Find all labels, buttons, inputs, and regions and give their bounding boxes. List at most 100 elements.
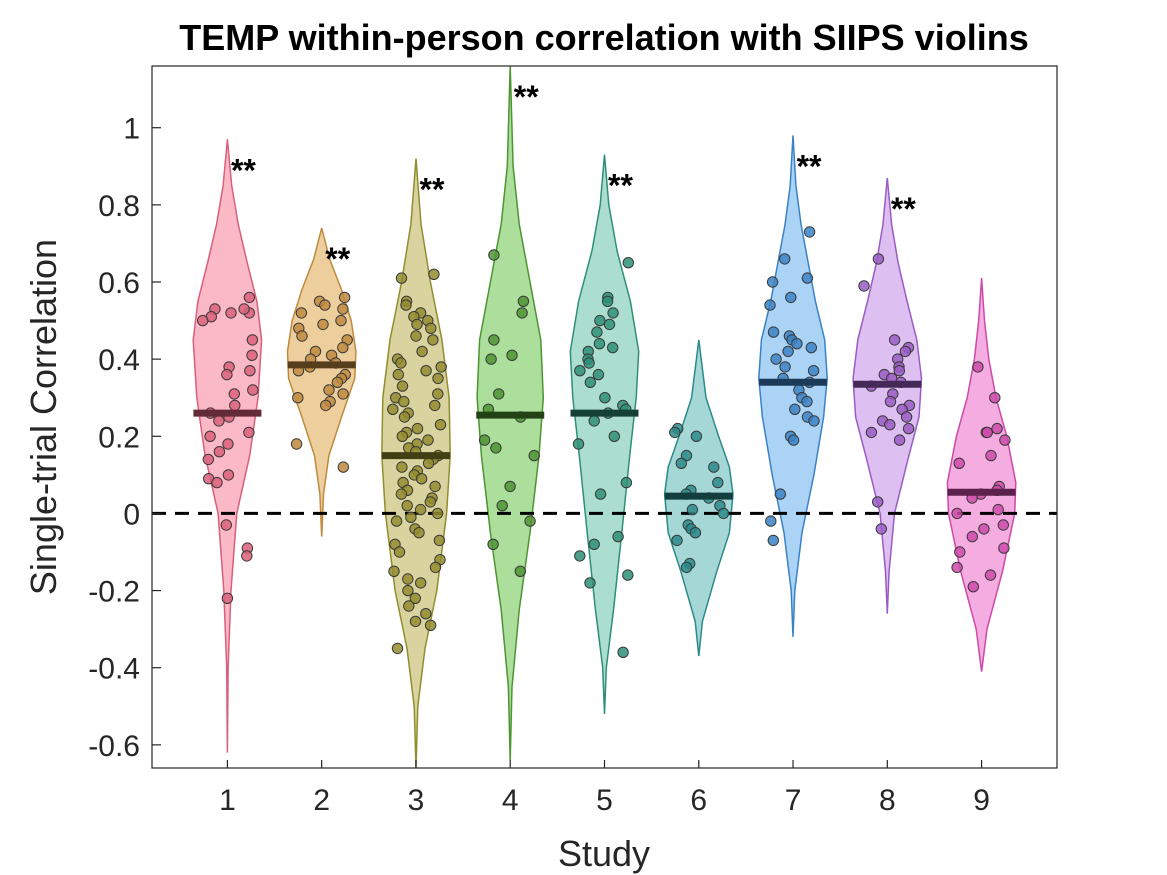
data-point [588, 538, 600, 550]
data-point [228, 388, 241, 400]
data-point [337, 461, 349, 473]
data-point [765, 515, 777, 527]
data-point [998, 542, 1010, 554]
data-point [415, 577, 427, 589]
y-tick-label: -0.6 [88, 730, 140, 763]
data-point [991, 422, 1003, 435]
data-point [953, 457, 965, 469]
data-point [767, 534, 779, 547]
data-point [978, 523, 990, 535]
data-point [390, 515, 403, 527]
data-point [992, 503, 1004, 516]
data-point [779, 361, 791, 373]
data-point [395, 488, 408, 500]
data-point [808, 415, 820, 427]
data-point [884, 395, 897, 408]
data-point [435, 361, 447, 373]
data-point [388, 565, 400, 577]
data-point [337, 388, 349, 400]
data-point [985, 449, 997, 462]
data-point [789, 403, 801, 415]
x-axis-label: Study [558, 833, 650, 874]
data-point [622, 569, 634, 581]
data-point [785, 291, 797, 304]
data-point [296, 330, 308, 342]
significance-marker-study-3: ** [420, 172, 445, 208]
data-point [782, 345, 794, 358]
data-point [415, 473, 428, 485]
y-tick-label: 0.2 [98, 421, 140, 454]
data-point [764, 299, 776, 311]
chart-title: TEMP within-person correlation with SIIP… [179, 17, 1028, 58]
data-point [422, 434, 434, 446]
data-point [671, 534, 683, 547]
data-point [999, 434, 1011, 446]
data-point [620, 476, 633, 489]
data-point [428, 268, 440, 280]
data-point [387, 403, 399, 415]
y-tick-label: 0.8 [98, 190, 140, 223]
data-point [211, 476, 223, 489]
data-point [496, 500, 508, 512]
data-point [403, 600, 415, 612]
data-point [427, 334, 439, 346]
data-point [984, 569, 997, 581]
data-point [588, 415, 600, 427]
data-point [398, 395, 410, 408]
data-point [243, 426, 255, 439]
data-point [319, 299, 331, 311]
data-point [405, 511, 417, 523]
points-layer [197, 226, 1011, 658]
data-point [243, 291, 256, 304]
data-point [514, 565, 526, 577]
significance-marker-study-4: ** [514, 79, 539, 115]
violin-study-5 [569, 154, 640, 715]
data-point [290, 438, 303, 450]
data-point [323, 384, 335, 396]
y-axis-label: Single-trial Correlation [23, 239, 64, 595]
data-point [524, 515, 536, 527]
data-point [801, 272, 814, 284]
data-point [801, 395, 813, 408]
data-point [803, 226, 816, 238]
y-tick-label: 0.6 [98, 267, 140, 300]
data-point [989, 392, 1001, 404]
x-tick-label: 8 [879, 784, 896, 817]
data-point [517, 295, 530, 307]
data-point [680, 449, 693, 462]
data-point [607, 341, 619, 354]
data-point [689, 527, 702, 539]
data-point [607, 307, 619, 319]
data-point [807, 365, 820, 377]
x-axis-ticks: 1 2 3 4 5 6 7 8 9 [219, 760, 990, 817]
data-point [398, 411, 411, 423]
data-point [197, 314, 209, 327]
significance-layer: ** ** ** ** ** ** ** [231, 79, 916, 277]
data-point [338, 291, 351, 304]
data-point [528, 449, 540, 462]
data-point [246, 334, 259, 346]
data-point [951, 507, 963, 520]
data-point [395, 357, 407, 369]
data-point [805, 341, 817, 354]
data-point [767, 326, 780, 338]
data-point [414, 503, 427, 516]
y-axis-ticks: -0.6 -0.4 -0.2 0 0.2 0.4 0.6 0.8 1 [88, 113, 161, 763]
data-point [395, 272, 408, 284]
data-point [247, 384, 259, 396]
data-point [680, 561, 693, 574]
data-point [320, 399, 332, 412]
data-point [396, 380, 409, 392]
data-point [872, 253, 885, 265]
data-point [396, 430, 408, 442]
data-point [429, 480, 441, 493]
y-tick-label: 0.4 [98, 344, 140, 377]
data-point [222, 469, 235, 481]
data-point [420, 365, 432, 377]
data-point [593, 338, 606, 350]
data-point [413, 527, 425, 539]
data-point [572, 438, 585, 450]
data-point [686, 503, 699, 516]
medians-layer [193, 361, 1016, 500]
data-point [411, 422, 424, 435]
